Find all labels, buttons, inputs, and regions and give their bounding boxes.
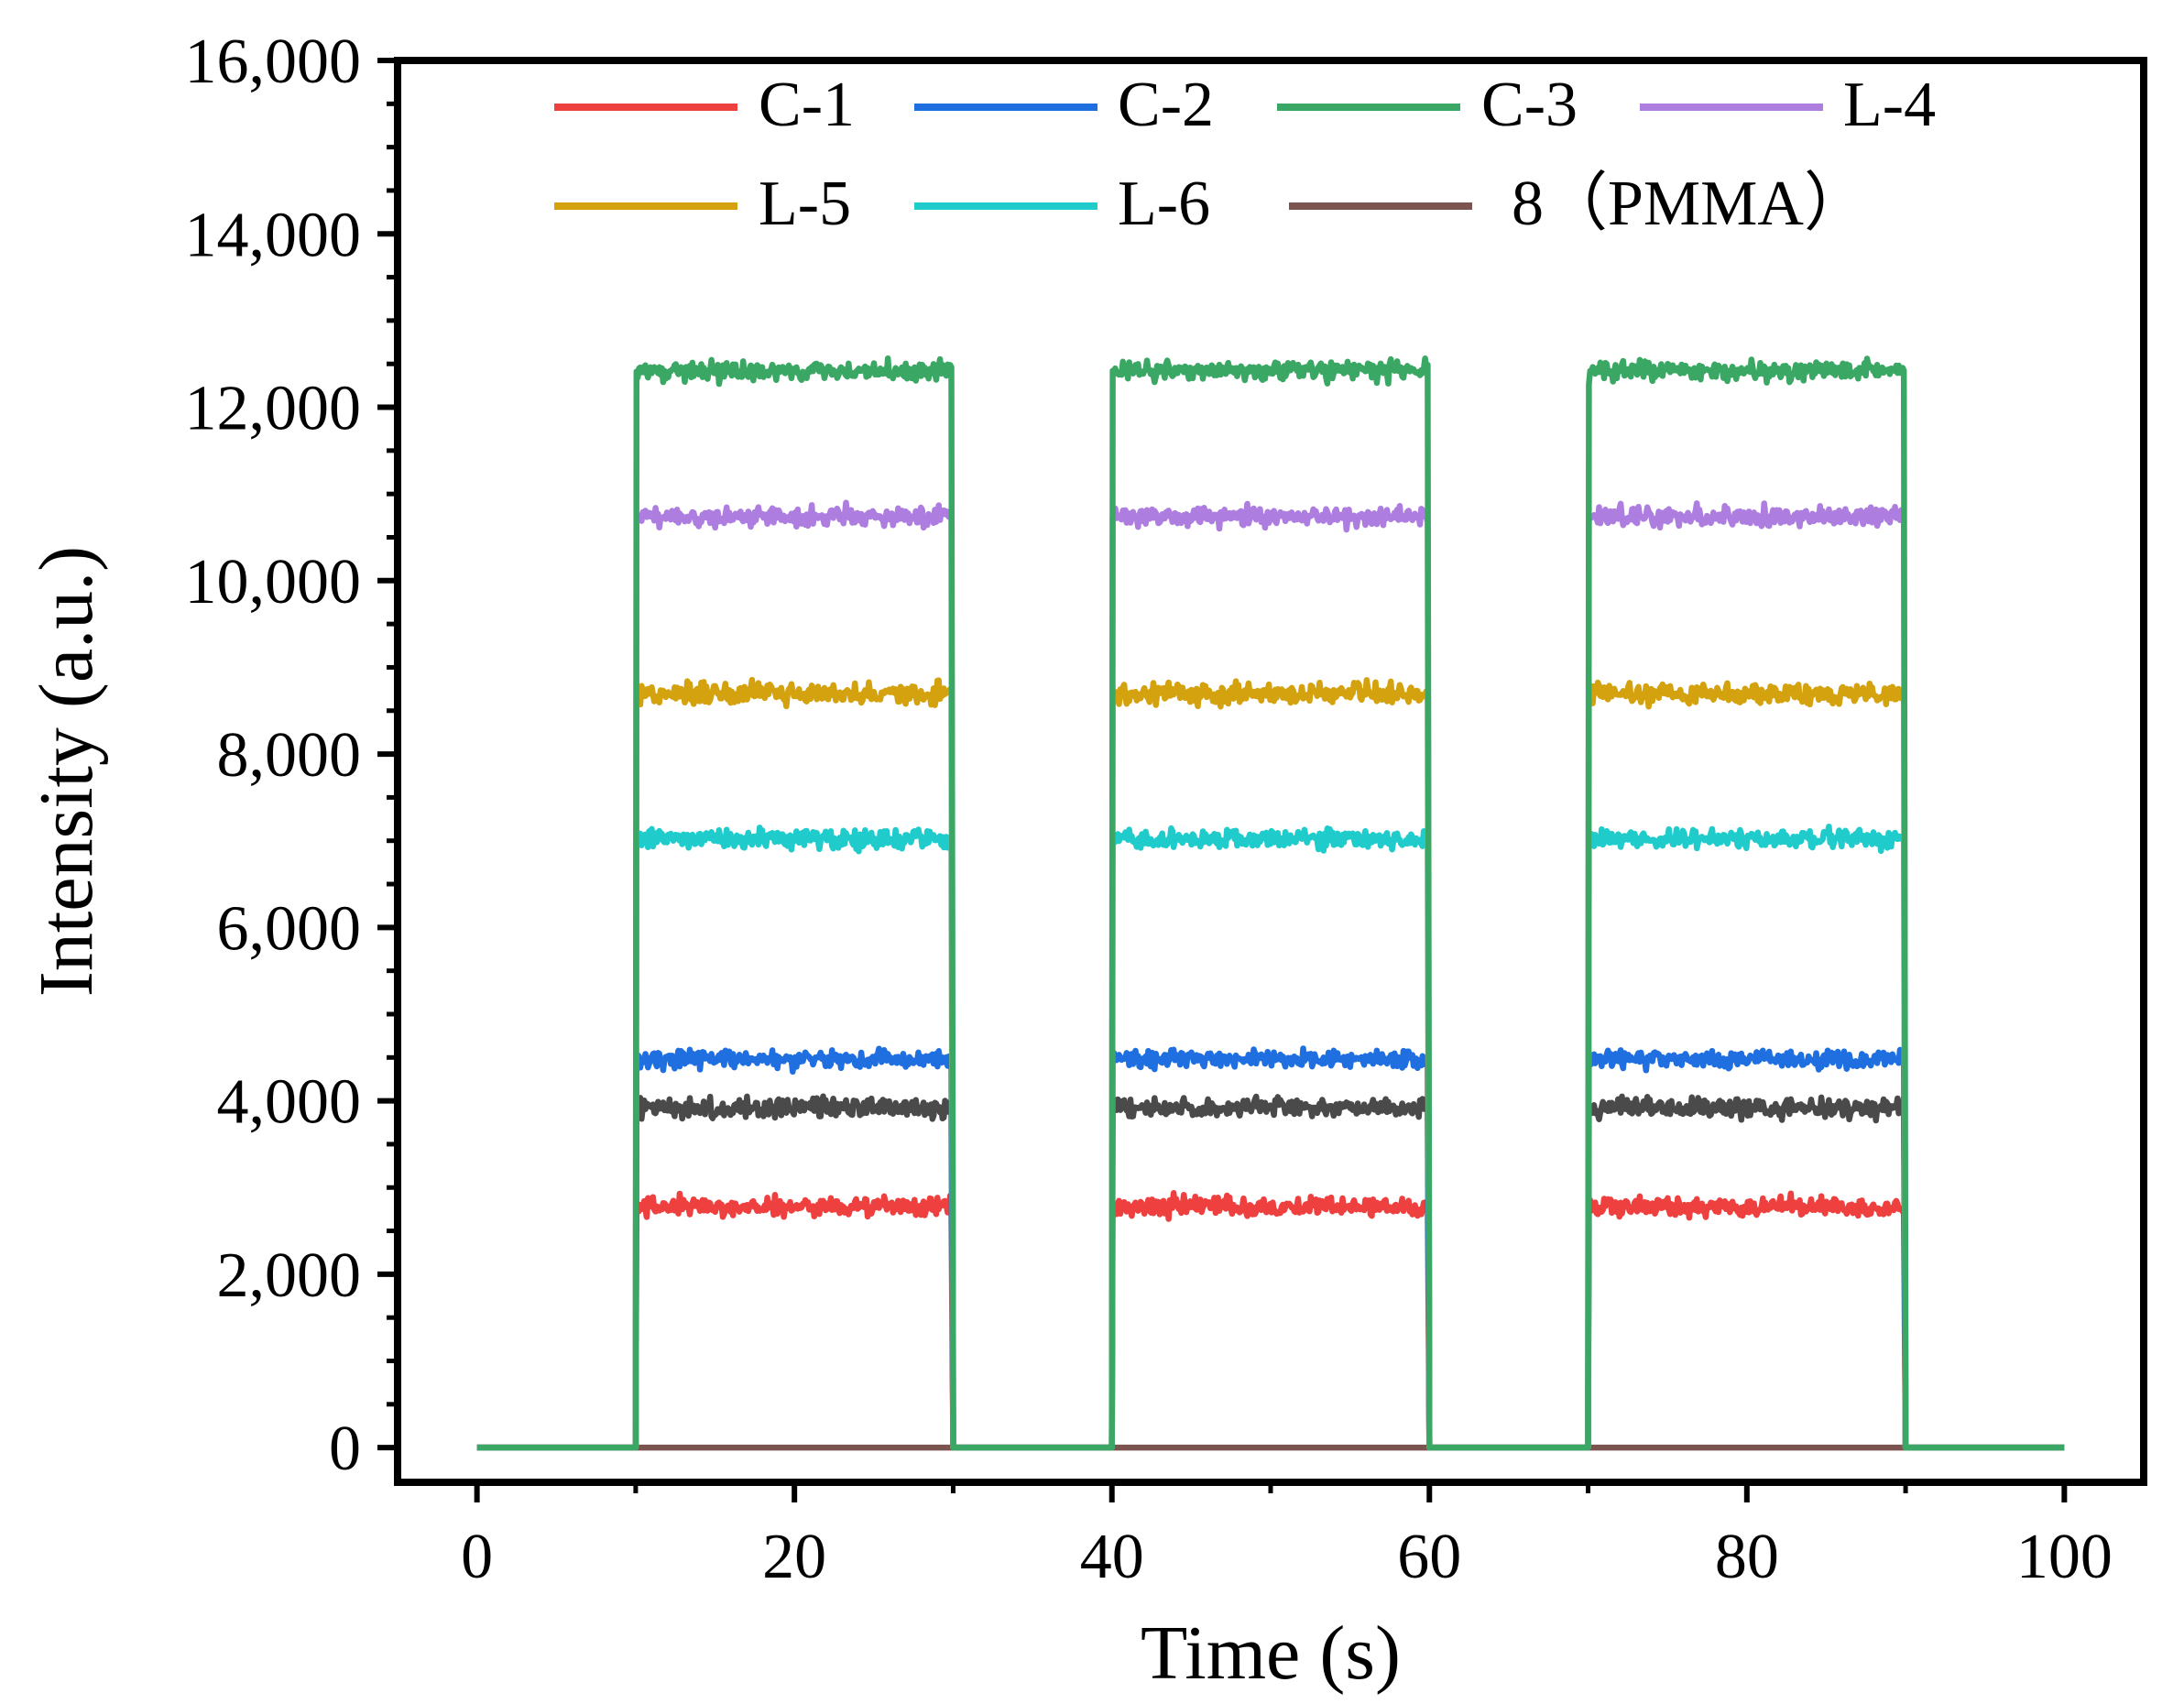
x-tick-label: 100 [2016,1522,2113,1592]
plot-frame [394,57,2147,1486]
legend-label: 8（PMMA） [1512,169,1868,239]
legend-label: C-2 [1118,70,1214,140]
legend: C-1 C-2 C-3 L-4 L-5 L-6 8（PMMA） [554,70,1936,239]
series-line-unlabeled [476,1093,2065,1451]
y-tick-label: 2,000 [217,1240,362,1311]
x-axis: 0 20 40 60 80 100 [461,1482,2113,1592]
legend-label: C-3 [1481,70,1578,140]
legend-item: C-3 [1277,70,1578,140]
y-axis: 0 2,000 4,000 6,000 8,000 10,000 12,000 14,000 1… [185,27,398,1484]
legend-item: C-2 [914,70,1214,140]
series-line-c-1 [476,1190,2065,1451]
series-line-l-6 [476,824,2065,1451]
series-line-l-4 [476,499,2065,1451]
series-line-l-5 [476,676,2065,1451]
legend-label: L-5 [759,169,851,239]
y-tick-label: 14,000 [185,200,362,270]
x-axis-title: Time (s) [1141,1611,1401,1696]
y-axis-title: Intensity (a.u.) [24,546,109,997]
x-tick-label: 60 [1397,1522,1461,1592]
legend-item: C-1 [554,70,855,140]
y-tick-label: 8,000 [217,720,362,791]
legend-item: L-4 [1640,70,1936,140]
legend-item: 8（PMMA） [1289,169,1868,239]
legend-label: L-4 [1843,70,1936,140]
y-tick-label: 12,000 [185,374,362,444]
x-tick-label: 20 [762,1522,826,1592]
y-tick-label: 0 [329,1414,361,1484]
legend-label: L-6 [1118,169,1210,239]
series-traces [476,355,2065,1451]
x-tick-label: 40 [1080,1522,1144,1592]
legend-item: L-6 [914,169,1210,239]
y-tick-label: 16,000 [185,27,362,97]
x-tick-label: 0 [461,1522,493,1592]
series-line-c-2 [476,1045,2065,1451]
y-tick-label: 6,000 [217,893,362,964]
y-tick-label: 4,000 [217,1067,362,1138]
legend-label: C-1 [759,70,855,140]
x-tick-label: 80 [1715,1522,1779,1592]
series-line-c-3 [476,355,2065,1451]
legend-item: L-5 [554,169,851,239]
y-tick-label: 10,000 [185,547,362,617]
